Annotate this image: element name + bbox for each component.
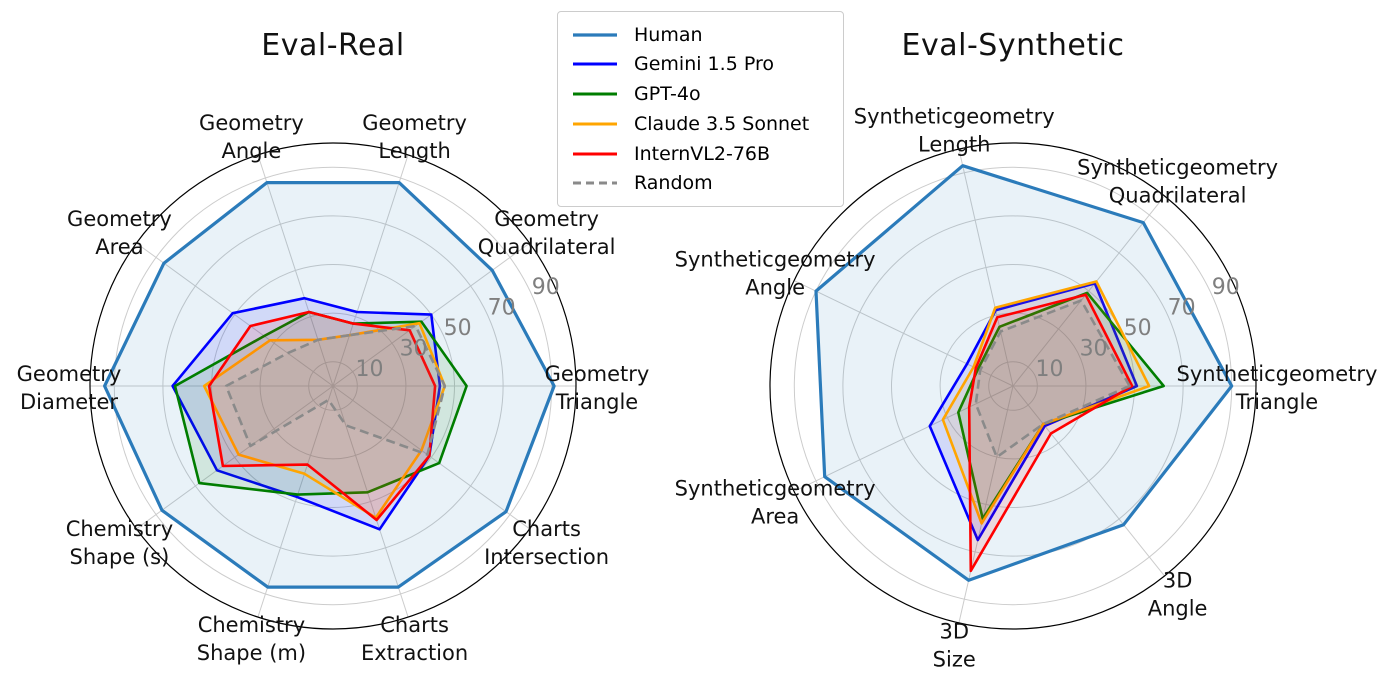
radial-tick-label: 70 xyxy=(488,295,516,320)
legend-item-gemini-1-5-pro: Gemini 1.5 Pro xyxy=(572,51,831,78)
series-polygon-human xyxy=(814,164,1234,582)
series-polygon-internvl2-76b xyxy=(967,293,1134,573)
axis-spoke xyxy=(1012,385,1165,577)
legend: Human Gemini 1.5 Pro GPT-4o Claude 3.5 S… xyxy=(557,11,844,207)
legend-label: InternVL2-76B xyxy=(634,142,771,165)
legend-label: Gemini 1.5 Pro xyxy=(634,53,774,76)
axis-label-syntheticgeometry-area: Syntheticgeometry Area xyxy=(675,477,876,529)
legend-item-claude-3-5-sonnet: Claude 3.5 Sonnet xyxy=(572,110,831,137)
axis-spoke xyxy=(332,385,409,618)
radar-chart-eval-real: 10 30 50 70 90 Geometry Length Geometry Angle Geo… xyxy=(17,111,650,665)
series-polygon-random xyxy=(974,299,1131,459)
legend-line-swatch xyxy=(573,152,617,156)
axis-label-3d-size: 3D Size xyxy=(933,619,976,671)
legend-line-swatch xyxy=(573,62,617,66)
axis-label-geometry-angle: Geometry Angle xyxy=(199,111,304,163)
axis-label-chemistry-shape-m-: Chemistry Shape (m) xyxy=(197,613,306,665)
radial-tick-label: 10 xyxy=(1036,357,1064,382)
eval-synthetic-title: Eval-Synthetic xyxy=(901,28,1125,63)
legend-line-swatch xyxy=(573,92,617,96)
radial-tick-label: 90 xyxy=(1212,275,1240,300)
legend-item-human: Human xyxy=(572,21,831,48)
radial-tick-label: 50 xyxy=(1124,316,1152,341)
axis-spoke xyxy=(332,385,530,530)
series-polygon-claude-3-5-sonnet xyxy=(202,321,447,520)
radial-tick-label: 50 xyxy=(444,316,472,341)
axis-spoke xyxy=(793,385,1014,492)
series-polygon-gemini-1-5-pro xyxy=(171,296,442,531)
legend-line-swatch xyxy=(573,122,617,126)
axis-spoke xyxy=(136,385,334,530)
legend-label: Claude 3.5 Sonnet xyxy=(634,112,810,135)
axis-spoke xyxy=(958,148,1014,387)
legend-line-swatch xyxy=(573,32,617,37)
axis-spoke xyxy=(1012,195,1165,387)
radar-chart-eval-synthetic: 10 30 50 70 90 Syntheticgeometry Triangle Synth… xyxy=(675,105,1378,672)
radial-tick-label: 30 xyxy=(1080,336,1108,361)
axis-label-3d-angle: 3D Angle xyxy=(1148,568,1208,620)
axis-spoke xyxy=(136,242,334,387)
axis-label-geometry-diameter: Geometry Diameter xyxy=(17,362,122,414)
axis-label-syntheticgeometry-length: Syntheticgeometry Length xyxy=(854,105,1055,157)
axis-label-chemistry-shape-s-: Chemistry Shape (s) xyxy=(66,517,173,569)
outer-circle xyxy=(89,142,577,630)
axis-label-geometry-triangle: Geometry Triangle xyxy=(545,362,650,414)
axis-label-syntheticgeometry-triangle: Syntheticgeometry Triangle xyxy=(1177,362,1378,414)
axis-label-syntheticgeometry-quadrilateral: Syntheticgeometry Quadrilateral xyxy=(1077,156,1278,208)
axis-label-charts-extraction: Charts Extraction xyxy=(361,613,468,665)
axis-label-geometry-quadrilateral: Geometry Quadrilateral xyxy=(478,207,616,259)
axis-spoke xyxy=(958,385,1014,624)
axis-label-syntheticgeometry-angle: Syntheticgeometry Angle xyxy=(675,247,876,299)
legend-item-internvl2-76b: InternVL2-76B xyxy=(572,140,831,167)
axis-label-geometry-length: Geometry Length xyxy=(362,111,467,163)
radial-tick-label: 70 xyxy=(1168,295,1196,320)
axis-label-charts-intersection: Charts Intersection xyxy=(484,517,609,569)
legend-line-swatch xyxy=(573,181,617,185)
legend-label: Random xyxy=(634,172,713,195)
axis-spoke xyxy=(257,154,334,387)
axis-spoke xyxy=(332,154,409,387)
axis-spoke xyxy=(257,385,334,618)
axis-label-geometry-area: Geometry Area xyxy=(67,207,172,259)
legend-label: Human xyxy=(634,23,703,46)
outer-circle xyxy=(769,142,1257,630)
legend-item-random: Random xyxy=(572,170,831,197)
legend-item-gpt-4o: GPT-4o xyxy=(572,81,831,108)
series-polygon-random xyxy=(224,324,447,456)
radial-tick-label: 30 xyxy=(400,336,428,361)
radial-tick-label: 10 xyxy=(356,357,384,382)
legend-label: GPT-4o xyxy=(634,83,701,106)
radial-tick-label: 90 xyxy=(532,275,560,300)
eval-real-title: Eval-Real xyxy=(261,28,405,63)
